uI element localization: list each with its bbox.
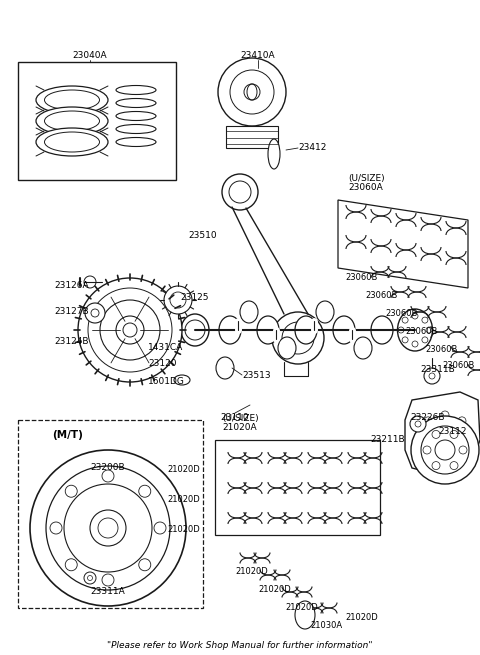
Bar [215,440,380,535]
Circle shape [164,286,192,314]
Circle shape [218,58,286,126]
Bar [18,420,203,608]
Circle shape [78,278,182,382]
Polygon shape [338,200,468,288]
Text: 23513: 23513 [242,371,271,379]
Ellipse shape [45,90,99,110]
Circle shape [30,450,186,606]
Text: 21020D: 21020D [235,567,268,576]
Circle shape [185,320,205,340]
Text: (U/SIZE): (U/SIZE) [222,413,259,422]
Text: 23211B: 23211B [370,436,405,445]
Text: 23410A: 23410A [240,50,276,60]
Text: 23110: 23110 [221,413,249,422]
Circle shape [85,303,105,323]
Text: 23060B: 23060B [365,291,397,301]
Ellipse shape [371,316,393,344]
Ellipse shape [295,601,315,629]
Circle shape [282,322,314,354]
Ellipse shape [278,337,296,359]
Ellipse shape [397,309,432,351]
Ellipse shape [257,316,279,344]
Text: 23112: 23112 [438,428,467,436]
Text: 23311A: 23311A [91,588,125,597]
Text: 23127B: 23127B [54,307,89,316]
Circle shape [424,368,440,384]
Text: 1431CA: 1431CA [148,343,183,352]
Text: 23060B: 23060B [425,345,457,354]
Ellipse shape [316,301,334,323]
Ellipse shape [268,139,280,169]
Text: 21020D: 21020D [167,525,200,534]
Text: 23060B: 23060B [405,328,437,337]
Text: 23040A: 23040A [72,50,108,60]
Text: 1601DG: 1601DG [148,377,185,386]
Text: 23125: 23125 [180,293,208,303]
Text: (U/SIZE): (U/SIZE) [348,174,384,183]
Circle shape [84,572,96,584]
Text: 21020D: 21020D [345,614,378,622]
Text: 23060B: 23060B [385,310,418,318]
Circle shape [435,440,455,460]
Ellipse shape [181,314,209,346]
Text: 23060B: 23060B [442,362,474,371]
Text: 23200B: 23200B [91,464,125,472]
Text: "Please refer to Work Shop Manual for further information": "Please refer to Work Shop Manual for fu… [107,641,373,650]
Circle shape [229,181,251,203]
Circle shape [222,174,258,210]
Ellipse shape [240,301,258,323]
Text: 23120: 23120 [148,360,177,369]
Text: 23124B: 23124B [54,337,88,346]
Text: 21020A: 21020A [222,424,257,432]
Circle shape [84,276,96,288]
Ellipse shape [216,357,234,379]
Ellipse shape [36,86,108,114]
Circle shape [90,510,126,546]
Ellipse shape [174,375,190,385]
Text: 23060A: 23060A [348,183,383,193]
Text: 21020D: 21020D [285,603,318,612]
Ellipse shape [45,132,99,152]
Text: 23311B: 23311B [420,365,455,375]
Circle shape [410,416,426,432]
Ellipse shape [36,128,108,156]
Text: 23412: 23412 [298,143,326,153]
Polygon shape [405,392,480,475]
Text: 21020D: 21020D [258,586,291,595]
Ellipse shape [354,337,372,359]
Text: 23060B: 23060B [345,274,377,282]
Text: 23510: 23510 [188,231,216,240]
Text: 21020D: 21020D [167,466,200,474]
Text: 21020D: 21020D [167,495,200,504]
Ellipse shape [219,316,241,344]
Ellipse shape [333,316,355,344]
Text: 21030A: 21030A [310,620,342,629]
Text: 23226B: 23226B [410,413,444,422]
Circle shape [411,416,479,484]
Ellipse shape [295,316,317,344]
Ellipse shape [45,111,99,131]
Text: (M/T): (M/T) [52,430,83,440]
Text: 23126A: 23126A [54,280,89,290]
Ellipse shape [36,107,108,135]
Circle shape [272,312,324,364]
Bar [226,126,278,148]
Bar [18,62,176,180]
